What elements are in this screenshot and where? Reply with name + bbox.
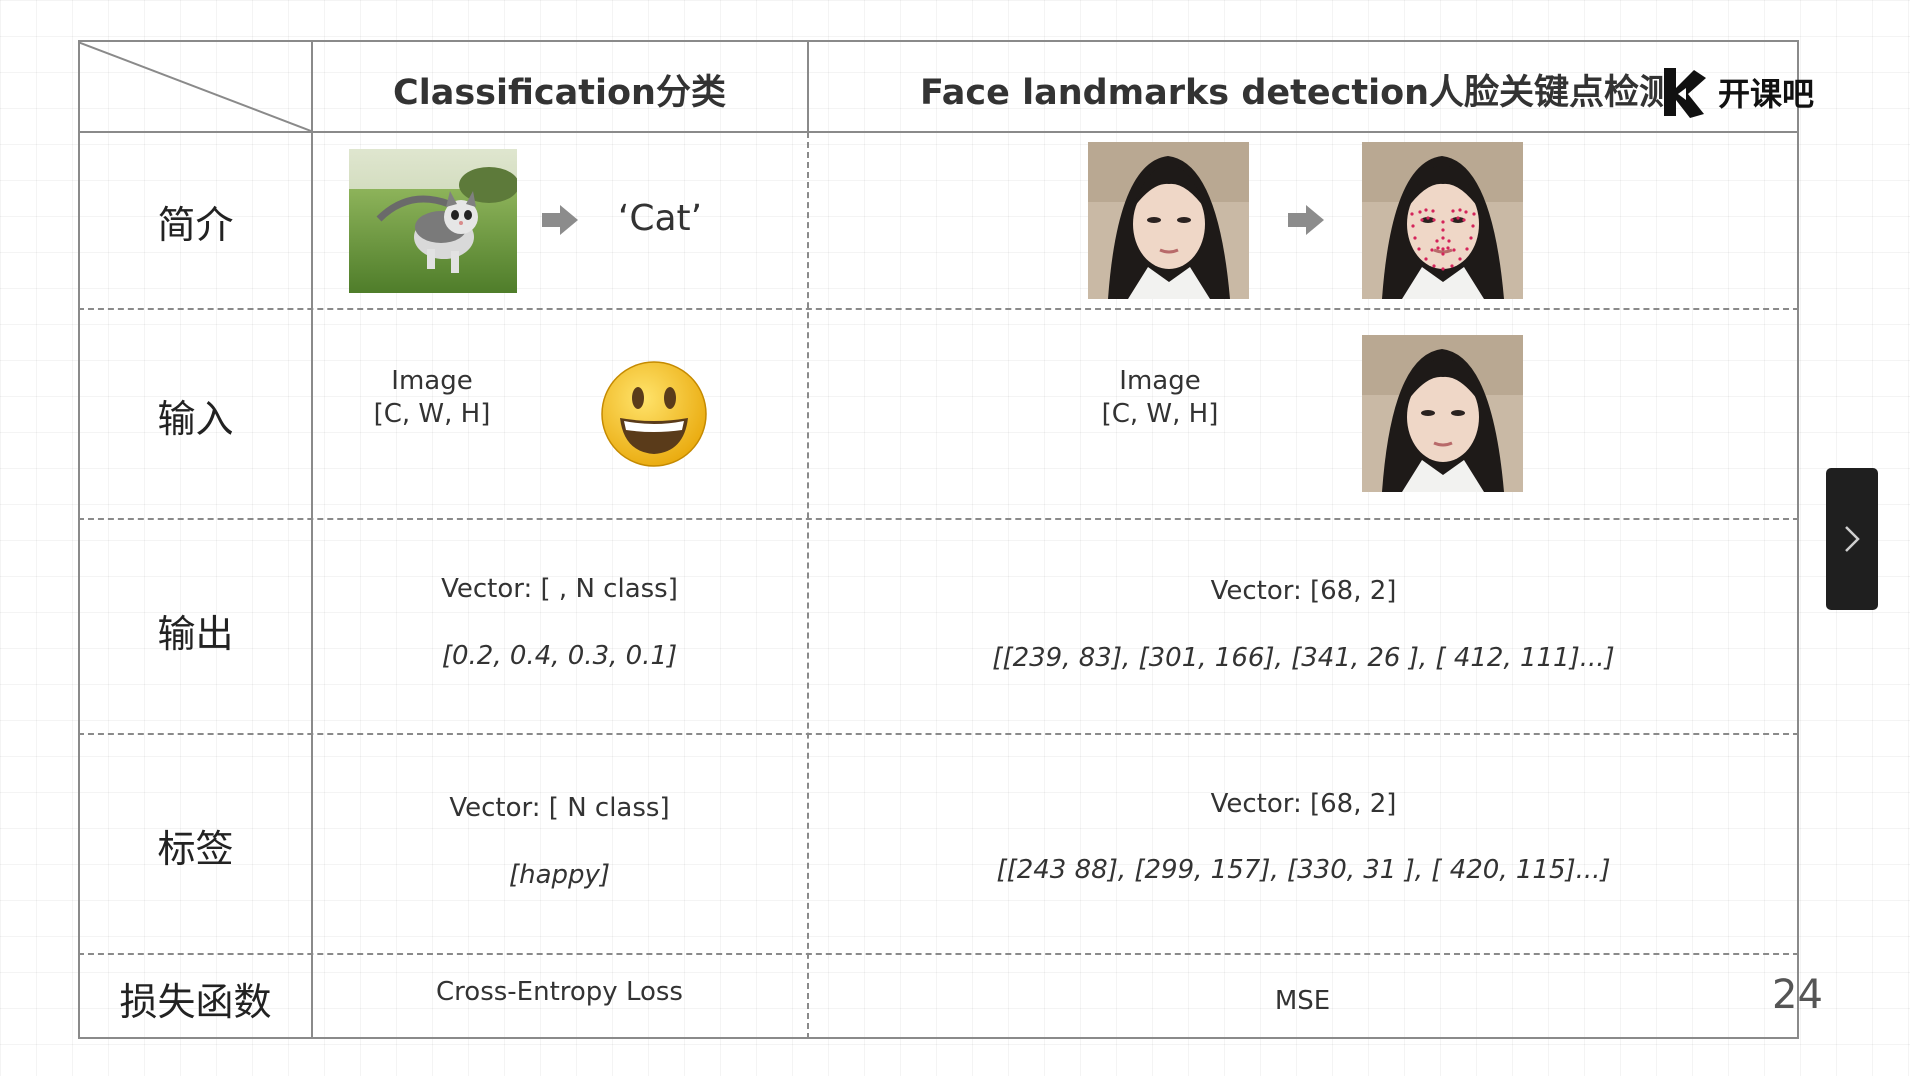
face-image [1088, 142, 1249, 299]
class-output-line2: [0.2, 0.4, 0.3, 0.1] [441, 641, 678, 671]
row-label-intro: 简介 [157, 203, 234, 247]
next-slide-button[interactable] [1826, 468, 1878, 610]
table-frame [78, 40, 1799, 1039]
chevron-right-icon [1845, 526, 1860, 552]
smiley-face-icon [601, 361, 707, 467]
face-input-image [1362, 335, 1523, 492]
class-label-line1: Vector: [ N class] [449, 793, 670, 823]
logo: 开课吧 [1660, 66, 1814, 118]
page-number: 24 [1772, 972, 1823, 1018]
row-divider [78, 953, 1799, 955]
header-classification: Classification分类 [393, 73, 726, 113]
row-label-loss: 损失函数 [119, 980, 272, 1024]
right-arrow-icon [1288, 205, 1324, 235]
header-divider [78, 131, 1799, 133]
row-label-output: 输出 [157, 612, 234, 656]
class-label-line2: [happy] [508, 860, 611, 890]
row-label-label: 标签 [157, 827, 234, 871]
row-divider [78, 733, 1799, 735]
column-divider [311, 40, 313, 1039]
face-input-line2: [C, W, H] [1101, 399, 1219, 429]
face-label-line1: Vector: [68, 2] [1210, 789, 1397, 819]
class-input-line1: Image [391, 366, 473, 396]
row-divider [78, 308, 1799, 310]
header-face-landmarks: Face landmarks detection人脸关键点检测 [919, 73, 1675, 113]
kaikeba-logo-icon [1664, 68, 1706, 118]
column-divider [807, 40, 809, 132]
right-arrow-icon [542, 205, 578, 235]
class-output-line1: Vector: [ , N class] [441, 574, 678, 604]
logo-text: 开课吧 [1718, 75, 1815, 113]
row-label-input: 输入 [157, 397, 234, 441]
row-divider [78, 518, 1799, 520]
face-output-line1: Vector: [68, 2] [1210, 576, 1397, 606]
class-intro-output: ‘Cat’ [617, 198, 703, 239]
face-label-line2: [[243 88], [299, 157], [330, 31 ], [ 420… [996, 855, 1611, 885]
face-output-line2: [[239, 83], [301, 166], [341, 26 ], [ 41… [992, 643, 1615, 673]
face-loss: MSE [1274, 986, 1331, 1016]
class-input-line2: [C, W, H] [373, 399, 491, 429]
face-input-line1: Image [1119, 366, 1201, 396]
class-loss: Cross-Entropy Loss [436, 977, 683, 1007]
cat-image [349, 149, 517, 293]
column-divider [807, 132, 809, 1039]
face-landmarks-image [1362, 142, 1523, 299]
header-diagonal [78, 41, 312, 132]
